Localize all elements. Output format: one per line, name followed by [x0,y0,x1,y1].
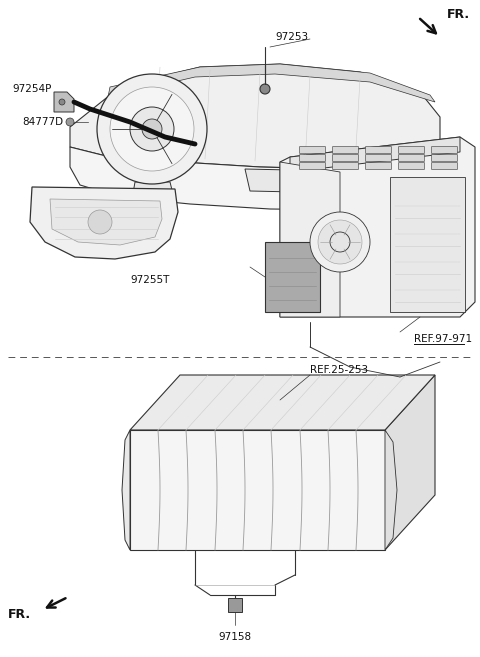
FancyBboxPatch shape [432,147,457,154]
Circle shape [110,87,194,171]
Polygon shape [290,137,460,172]
Polygon shape [280,162,340,317]
Text: 97253: 97253 [275,32,308,42]
Polygon shape [385,375,435,550]
Circle shape [260,84,270,94]
FancyBboxPatch shape [398,147,424,154]
Circle shape [88,210,112,234]
FancyBboxPatch shape [365,162,392,170]
Circle shape [97,74,207,184]
FancyBboxPatch shape [398,154,424,162]
Polygon shape [390,177,465,312]
Circle shape [66,118,74,126]
Polygon shape [385,430,397,550]
Polygon shape [70,64,440,169]
Text: REF.25-253: REF.25-253 [310,365,368,375]
Text: REF.97-971: REF.97-971 [414,334,472,344]
FancyBboxPatch shape [300,154,325,162]
Polygon shape [50,199,162,245]
Polygon shape [122,430,130,550]
Circle shape [59,99,65,105]
Polygon shape [228,598,242,612]
Polygon shape [30,187,178,259]
Polygon shape [54,92,74,112]
Polygon shape [265,242,320,312]
FancyBboxPatch shape [300,147,325,154]
Circle shape [310,212,370,272]
FancyBboxPatch shape [333,147,359,154]
FancyBboxPatch shape [333,154,359,162]
Circle shape [330,232,350,252]
Circle shape [130,107,174,151]
Text: 97255T: 97255T [131,275,170,285]
Text: 84777D: 84777D [22,117,63,127]
Polygon shape [132,182,175,212]
FancyBboxPatch shape [432,154,457,162]
FancyBboxPatch shape [365,154,392,162]
FancyBboxPatch shape [333,162,359,170]
FancyBboxPatch shape [432,162,457,170]
Text: FR.: FR. [8,608,31,622]
Circle shape [142,119,162,139]
Text: 97254P: 97254P [12,84,51,94]
Polygon shape [280,137,475,317]
Polygon shape [245,169,295,192]
FancyBboxPatch shape [398,162,424,170]
Polygon shape [108,64,435,102]
Polygon shape [130,430,385,550]
FancyBboxPatch shape [365,147,392,154]
FancyBboxPatch shape [300,162,325,170]
Polygon shape [130,375,435,430]
Circle shape [318,220,362,264]
Text: 97158: 97158 [218,632,252,642]
Polygon shape [70,147,440,210]
Text: FR.: FR. [447,7,470,20]
